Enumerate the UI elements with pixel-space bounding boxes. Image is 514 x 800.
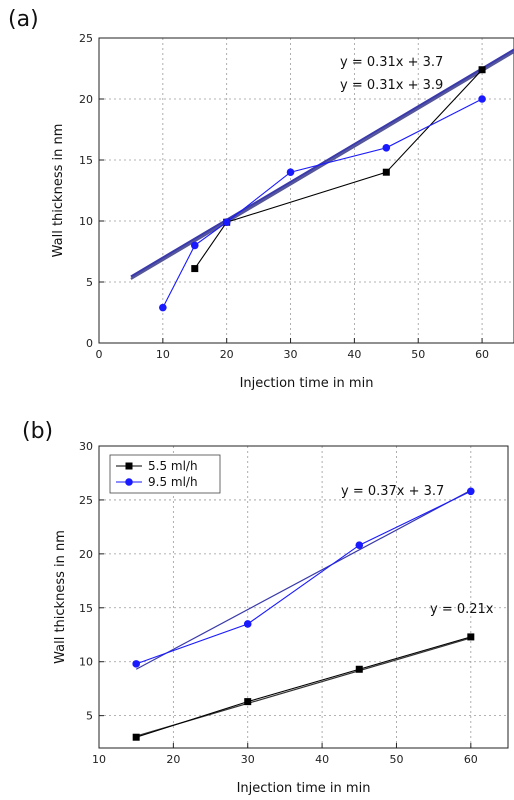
panel-b-series-2-line — [135, 490, 472, 665]
panel-a-series-1-point — [191, 265, 199, 273]
panel-b-series-1-point — [467, 633, 475, 641]
panel-a-xtick-label: 0 — [96, 348, 103, 361]
panel-b-series-1-point — [132, 733, 140, 741]
panel-a-xtick-label: 50 — [411, 348, 425, 361]
panel-b-yaxis-label: Wall thickness in nm — [53, 530, 68, 664]
panel-a-xtick-label: 30 — [284, 348, 298, 361]
panel-a-series-2-point — [478, 95, 486, 103]
panel-b-xtick-label: 50 — [389, 753, 403, 766]
panel-b-series-2-point — [243, 620, 252, 628]
panel-b-xtick-label: 20 — [166, 753, 180, 766]
panel-a-series-2-point — [286, 168, 295, 176]
panel-b-series-1-point — [244, 698, 252, 706]
panel-b-legend-label: 5.5 ml/h — [148, 459, 198, 473]
panel-a-ytick-label: 20 — [79, 93, 93, 106]
panel-b-series-1-line — [136, 636, 471, 738]
panel-a-fit-line-1 — [130, 50, 514, 280]
panel-b-ytick-label: 10 — [79, 656, 93, 669]
panel-a-ytick-label: 25 — [79, 32, 93, 45]
panel-b-xaxis-label: Injection time in min — [237, 781, 371, 796]
panel-a-xaxis-label: Injection time in min — [240, 376, 374, 391]
panel-b-legend-box — [109, 454, 221, 494]
panel-a-xtick-label: 40 — [347, 348, 361, 361]
panel-a-xtick-label: 60 — [475, 348, 489, 361]
panel-b-ytick-label: 25 — [79, 494, 93, 507]
panel-a-series-2-point — [382, 144, 391, 152]
panel-b-xtick-label: 30 — [241, 753, 255, 766]
panel-a-series-1-line — [194, 69, 483, 269]
panel-b-xtick-label: 10 — [92, 753, 106, 766]
panel-a-ytick-label: 0 — [86, 337, 93, 350]
panel-b-xtick-label: 40 — [315, 753, 329, 766]
panel-b-legend-marker — [125, 478, 133, 486]
panel-a-ytick-label: 15 — [79, 154, 93, 167]
panel-b-plot-frame — [98, 445, 509, 749]
panel-b-ytick-label: 15 — [79, 602, 93, 615]
panel-a-fit-equation-2: y = 0.31x + 3.9 — [340, 78, 443, 93]
panel-a-fit-line-2 — [130, 48, 514, 278]
panel-b-legend-marker — [125, 462, 133, 470]
panel-b-ytick-label: 5 — [86, 710, 93, 723]
panel-b-series-1-point — [355, 665, 363, 673]
panel-b-label: (b) — [22, 419, 53, 444]
panel-a-xtick-label: 10 — [156, 348, 170, 361]
panel-b-ytick-label: 30 — [79, 440, 93, 453]
panel-b-fit-equation-2: y = 0.21x — [430, 602, 494, 617]
panel-a-series-2-point — [159, 303, 167, 312]
panel-a-series-2-line — [162, 98, 483, 308]
panel-a-ytick-label: 5 — [86, 276, 93, 289]
panel-a-xtick-label: 20 — [220, 348, 234, 361]
panel-a-series-1-point — [382, 168, 390, 176]
panel-a-fit-equation-1: y = 0.31x + 3.7 — [340, 55, 443, 70]
panel-b-series-2-point — [355, 541, 364, 550]
panel-a-series-2-point — [222, 218, 231, 227]
panel-a-yaxis-label: Wall thickness in nm — [51, 124, 66, 258]
panel-b-series-2-point — [132, 660, 140, 668]
panel-b-series-2-point — [467, 487, 475, 496]
panel-a-plot-frame — [98, 37, 514, 344]
panel-a-series-1-point — [478, 66, 486, 74]
panel-b-ytick-label: 20 — [79, 548, 93, 561]
panel-a-ytick-label: 10 — [79, 215, 93, 228]
panel-a-label: (a) — [8, 7, 39, 32]
panel-b-fit-equation-1: y = 0.37x + 3.7 — [341, 484, 444, 499]
panel-b-legend-label: 9.5 ml/h — [148, 475, 198, 489]
panel-b-xtick-label: 60 — [464, 753, 478, 766]
panel-a-series-2-point — [190, 241, 199, 250]
panel-b-fit-line-1 — [135, 489, 472, 670]
